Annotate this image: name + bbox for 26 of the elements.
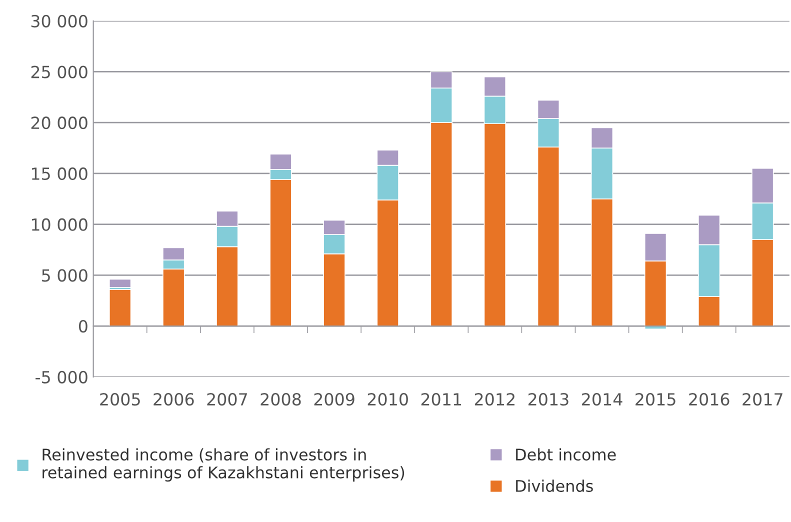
legend-label: Debt income [516, 448, 616, 461]
x-tick-label: 2008 [260, 392, 301, 406]
y-tick-label: 20 000 [31, 116, 88, 130]
bar [108, 278, 132, 288]
x-tick-label: 2014 [582, 392, 622, 406]
legend-label: Dividends [516, 480, 593, 492]
y-tick-label: 5 000 [42, 269, 88, 282]
y-tick-label: 15 000 [32, 167, 88, 180]
x-tick-label: 2009 [314, 392, 354, 406]
x-tick-label: 2007 [207, 392, 247, 406]
bar [108, 288, 132, 326]
x-tick-label: 2017 [742, 392, 782, 406]
y-tick-label: 25 000 [31, 66, 88, 78]
legend-label: Reinvested income (share of investors in retained earnings of Kazakhstani enterprises) [42, 448, 404, 482]
y-tick-label: 30 000 [31, 14, 88, 28]
x-tick-label: 2010 [368, 392, 408, 406]
x-tick-label: 2012 [474, 392, 514, 406]
x-tick-label: 2011 [421, 392, 462, 406]
y-tick-label: 10 000 [32, 218, 88, 231]
y-tick-label: -5 000 [36, 370, 88, 384]
x-tick-label: 2015 [636, 392, 676, 406]
y-tick-label: 0 [78, 320, 88, 333]
x-tick-label: 2006 [154, 392, 194, 406]
x-tick-label: 2013 [528, 392, 568, 406]
x-tick-label: 2005 [100, 392, 140, 406]
x-tick-label: 2016 [689, 392, 730, 406]
